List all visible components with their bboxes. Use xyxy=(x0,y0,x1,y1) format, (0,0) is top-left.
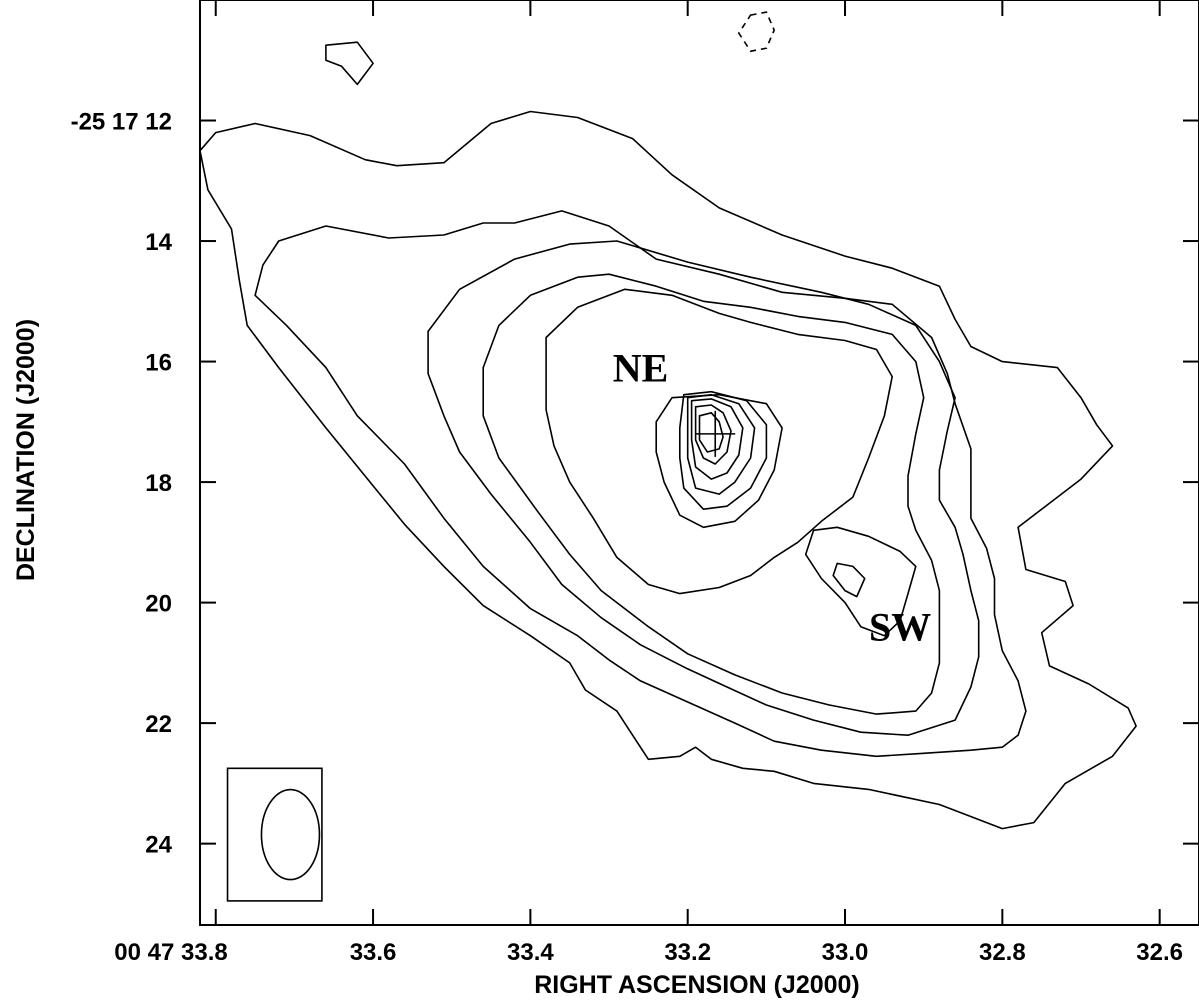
beam-indicator xyxy=(226,767,323,902)
y-tick-label: 20 xyxy=(145,591,172,618)
x-tick-label: 33.6 xyxy=(350,939,397,966)
x-tick-label: 33.4 xyxy=(507,939,554,966)
contour-level-8 xyxy=(686,393,756,495)
contour-level-11 xyxy=(698,411,724,453)
contour-level-9 xyxy=(690,398,744,480)
beam-box xyxy=(226,767,323,902)
x-tick-label: 32.6 xyxy=(1136,939,1183,966)
y-tick-label: 16 xyxy=(145,350,172,377)
y-axis-title: DECLINATION (J2000) xyxy=(12,319,40,581)
contour-lines xyxy=(199,11,1137,830)
y-tick-label: 22 xyxy=(145,711,172,738)
x-axis-title: RIGHT ASCENSION (J2000) xyxy=(534,971,860,999)
contour-level-4 xyxy=(482,273,941,715)
contour-level-5 xyxy=(545,288,894,595)
contour-level-10 xyxy=(694,404,732,465)
contour-negative xyxy=(737,11,776,53)
x-tick-label: 33.2 xyxy=(664,939,711,966)
contour-nw-island xyxy=(325,41,374,86)
y-tick-label: 18 xyxy=(145,470,172,497)
contour-level-3 xyxy=(427,240,980,737)
y-tick-labels: -25 17 12 14 16 18 20 22 24 xyxy=(71,109,173,859)
y-tick-label: -25 17 12 xyxy=(71,109,172,136)
label-ne: NE xyxy=(613,346,669,391)
peak-marker xyxy=(695,410,736,457)
label-sw: SW xyxy=(869,605,931,650)
y-tick-label: 24 xyxy=(145,832,172,859)
contour-outer xyxy=(199,110,1137,830)
contour-level-2 xyxy=(254,210,1027,758)
x-tick-label: 32.8 xyxy=(979,939,1026,966)
contour-level-6 xyxy=(655,393,783,529)
x-tick-label: 00 47 33.8 xyxy=(114,939,227,966)
axis-ticks xyxy=(200,0,1199,925)
y-tick-label: 14 xyxy=(145,229,172,256)
x-tick-labels: 00 47 33.8 33.6 33.4 33.2 33.0 32.8 32.6 xyxy=(114,939,1183,966)
x-tick-label: 33.0 xyxy=(822,939,869,966)
contour-sw-knot-inner xyxy=(832,562,866,598)
plot-frame xyxy=(199,0,1199,926)
contour-level-7 xyxy=(678,390,768,511)
contour-sw-knot-outer xyxy=(804,526,917,637)
beam-ellipse xyxy=(260,788,321,881)
source-annotations: NE SW xyxy=(613,346,931,650)
